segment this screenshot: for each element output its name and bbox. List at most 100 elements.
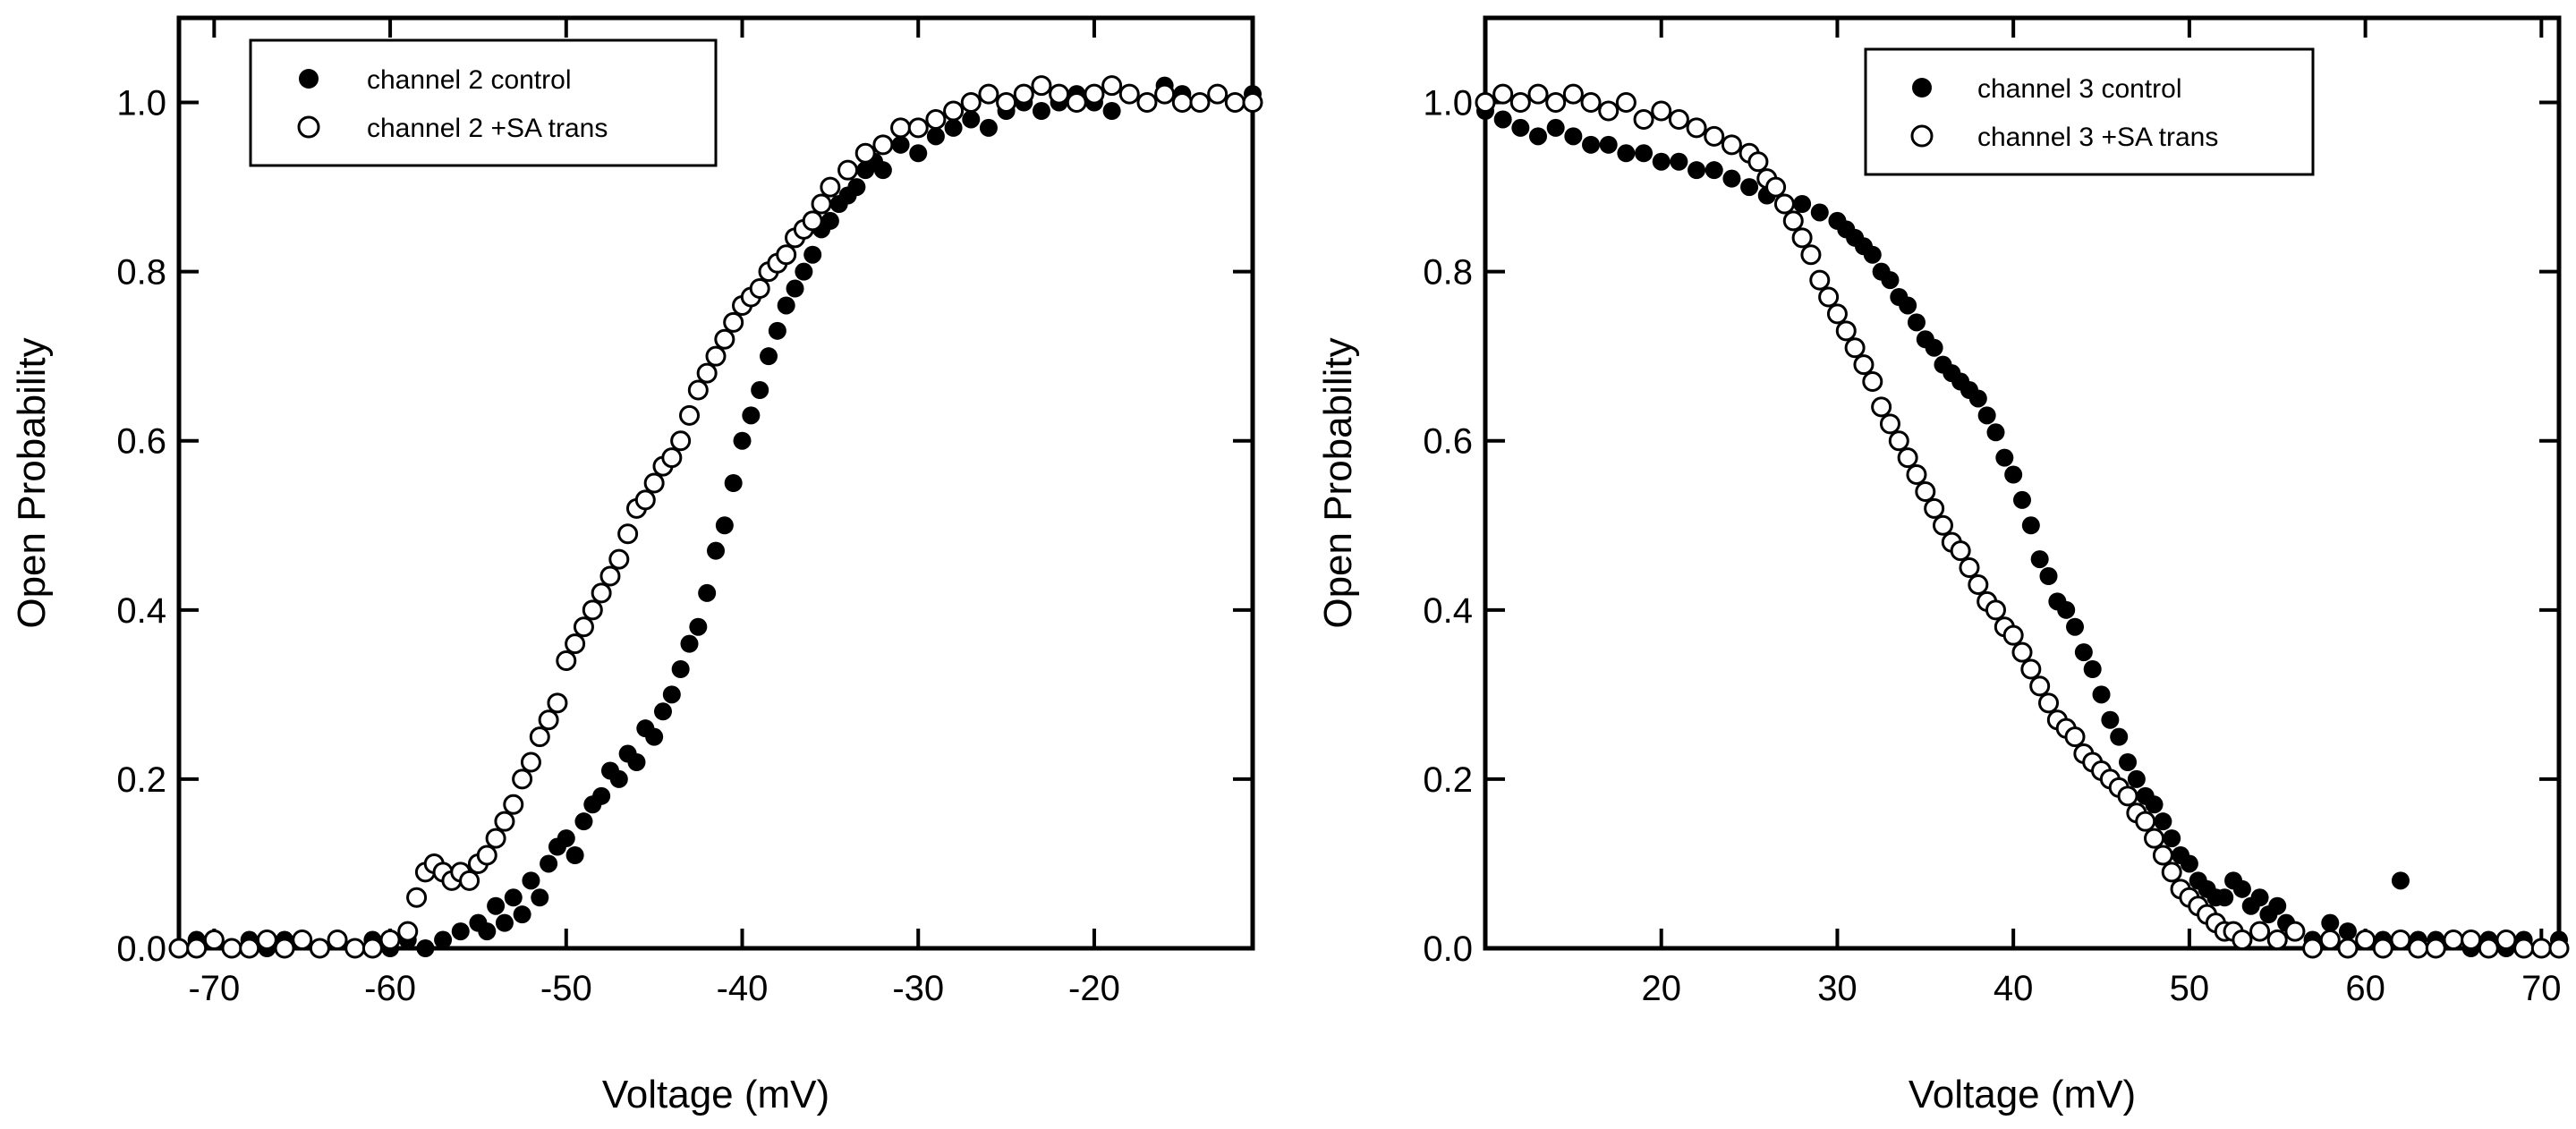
data-point-sa-trans <box>1968 573 1989 595</box>
data-point-sa-trans <box>2408 938 2429 959</box>
data-point-control <box>487 896 506 915</box>
data-point-sa-trans <box>1835 320 1857 342</box>
data-point-control <box>1599 135 1618 154</box>
data-point-control <box>522 871 540 890</box>
data-point-sa-trans <box>1189 92 1211 114</box>
data-point-sa-trans <box>520 751 541 773</box>
data-point-control <box>1977 406 1996 425</box>
data-point-control <box>2268 896 2287 915</box>
data-point-sa-trans <box>1224 92 1245 114</box>
data-point-sa-trans <box>239 938 260 959</box>
data-point-sa-trans <box>1066 92 1087 114</box>
data-point-sa-trans <box>2425 938 2446 959</box>
data-point-sa-trans <box>1509 92 1531 114</box>
data-point-sa-trans <box>678 404 700 426</box>
data-point-sa-trans <box>1818 286 1840 308</box>
data-point-sa-trans <box>2117 785 2138 807</box>
data-point-control <box>434 930 453 949</box>
data-point-sa-trans <box>1562 83 1584 105</box>
data-point-sa-trans <box>168 938 190 959</box>
data-point-sa-trans <box>1879 413 1900 435</box>
y-tick-label: 0.2 <box>116 760 166 800</box>
data-point-control <box>653 702 672 721</box>
data-point-sa-trans <box>837 159 859 181</box>
data-point-sa-trans <box>2319 930 2341 951</box>
data-point-sa-trans <box>1924 497 1945 519</box>
data-point-sa-trans <box>2152 845 2173 866</box>
data-point-sa-trans <box>1101 75 1123 97</box>
legend: channel 2 control channel 2 +SA trans <box>249 38 718 167</box>
data-point-sa-trans <box>749 278 770 300</box>
data-points <box>168 75 1263 959</box>
data-point-sa-trans <box>2478 938 2499 959</box>
data-point-sa-trans <box>2249 921 2271 942</box>
data-point-sa-trans <box>361 938 383 959</box>
data-point-sa-trans <box>1686 117 1707 139</box>
data-point-sa-trans <box>397 921 419 942</box>
data-point-sa-trans <box>591 582 612 604</box>
data-point-control <box>1986 423 2005 442</box>
data-point-sa-trans <box>1985 599 2006 621</box>
data-point-sa-trans <box>925 108 947 130</box>
data-point-sa-trans <box>1242 92 1263 114</box>
data-point-control <box>707 541 725 560</box>
data-point-control <box>2074 643 2093 662</box>
data-point-control <box>795 262 813 281</box>
data-point-control <box>2110 727 2129 746</box>
data-point-sa-trans <box>2002 624 2024 646</box>
data-point-sa-trans <box>274 938 295 959</box>
y-tick-label: 0.0 <box>116 930 166 969</box>
data-point-control <box>777 296 795 315</box>
x-axis-title: Voltage (mV) <box>1909 1073 2136 1116</box>
y-tick-label: 0.4 <box>1423 591 1473 631</box>
data-point-sa-trans <box>1721 134 1742 156</box>
data-point-control <box>891 135 910 154</box>
data-point-control <box>689 617 708 636</box>
data-point-control <box>803 245 822 264</box>
data-point-control <box>1032 102 1050 120</box>
data-point-sa-trans <box>776 244 797 266</box>
data-point-sa-trans <box>1527 83 1549 105</box>
data-point-control <box>2057 600 2076 619</box>
data-point-control <box>724 474 743 492</box>
data-point-control <box>1493 110 1512 129</box>
x-tick-label: 60 <box>2345 969 2385 1008</box>
data-point-control <box>2163 829 2181 848</box>
data-point-sa-trans <box>714 328 735 350</box>
data-point-sa-trans <box>512 768 533 790</box>
data-point-sa-trans <box>256 930 277 951</box>
x-tick-label: -70 <box>188 969 240 1008</box>
x-axis-ticks: 20 30 40 50 60 70 <box>1641 18 2562 1008</box>
data-point-sa-trans <box>1906 464 1927 486</box>
data-point-control <box>671 660 690 678</box>
y-tick-label: 0.6 <box>1423 422 1473 462</box>
x-tick-label: 70 <box>2521 969 2562 1008</box>
legend-marker-control <box>299 69 319 89</box>
data-point-sa-trans <box>872 134 894 156</box>
legend: channel 3 control channel 3 +SA trans <box>1864 47 2315 176</box>
data-point-control <box>1925 338 1943 357</box>
data-point-sa-trans <box>907 117 929 139</box>
y-tick-label: 0.2 <box>1423 760 1473 800</box>
data-point-control <box>540 854 558 873</box>
legend-label: channel 2 control <box>367 65 572 95</box>
data-point-sa-trans <box>1668 108 1689 130</box>
data-point-sa-trans <box>1897 447 1918 469</box>
y-tick-label: 1.0 <box>1423 84 1473 123</box>
data-point-sa-trans <box>1932 514 1953 536</box>
data-point-control <box>645 727 664 746</box>
data-point-sa-trans <box>1492 83 1514 105</box>
data-point-sa-trans <box>327 930 348 951</box>
x-axis-title: Voltage (mV) <box>602 1073 829 1116</box>
data-point-control <box>1907 313 1926 332</box>
data-point-sa-trans <box>661 447 683 469</box>
data-point-sa-trans <box>1118 83 1140 105</box>
data-point-sa-trans <box>2011 641 2033 663</box>
data-point-sa-trans <box>2064 726 2086 748</box>
x-tick-label: 20 <box>1641 969 1681 1008</box>
data-point-control <box>979 118 998 137</box>
data-point-control <box>531 888 549 907</box>
y-tick-label: 0.8 <box>1423 253 1473 293</box>
data-point-control <box>451 922 470 941</box>
